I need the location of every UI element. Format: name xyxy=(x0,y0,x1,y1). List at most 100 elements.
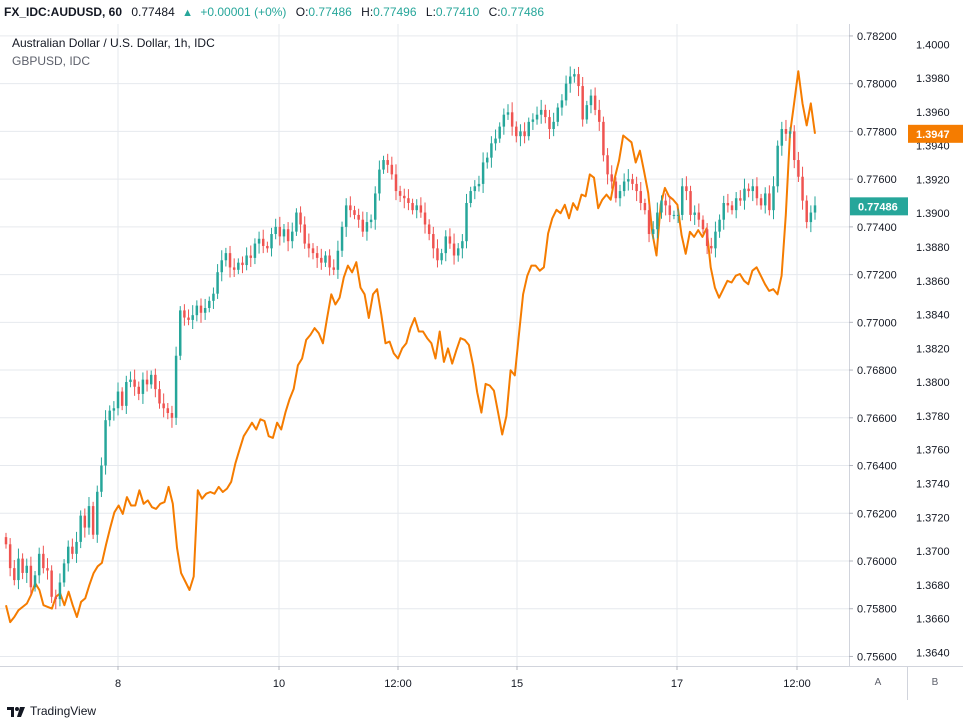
candle-body xyxy=(336,250,340,270)
time-tick-label: 12:00 xyxy=(384,678,412,690)
price-tick-label-gbpusd: 1.3760 xyxy=(916,445,950,457)
candle-body xyxy=(228,253,232,268)
candle-body xyxy=(332,267,335,270)
candle-body xyxy=(568,76,572,84)
price-axis-gbpusd[interactable]: 1.4000 1.3980 1.3960 1.3940 1.3920 1.3900 1.38… xyxy=(916,39,950,659)
candle-body xyxy=(498,126,501,139)
candle-body xyxy=(394,174,398,192)
symbol-name[interactable]: FX_IDC:AUDUSD, 60 xyxy=(4,5,123,19)
candle-body xyxy=(730,205,734,211)
price-tick-label-gbpusd: 1.3900 xyxy=(916,208,950,220)
candle-body xyxy=(274,226,277,235)
scale-button-b[interactable]: B xyxy=(932,677,939,688)
candle-body xyxy=(593,95,597,110)
candle-body xyxy=(324,255,327,263)
candle-body xyxy=(170,413,174,418)
candle-body xyxy=(722,202,725,220)
candle-body xyxy=(349,205,352,211)
candle-body xyxy=(506,112,510,115)
candle-body xyxy=(734,198,738,211)
candle-body xyxy=(809,212,813,223)
time-tick-label: 8 xyxy=(115,678,121,690)
candle-body xyxy=(618,191,622,199)
candle-body xyxy=(320,257,323,263)
price-tick-label-gbpusd: 1.3720 xyxy=(916,512,950,524)
candle-body xyxy=(656,212,659,230)
candle-body xyxy=(660,200,663,213)
candle-body xyxy=(448,236,452,244)
candle-body xyxy=(544,109,547,118)
candle-body xyxy=(477,183,481,187)
candle-body xyxy=(739,198,742,201)
candle-body xyxy=(577,74,580,87)
symbol-header: FX_IDC:AUDUSD, 60 0.77484 ▲ +0.00001 (+0… xyxy=(0,0,963,24)
candle-body xyxy=(635,183,638,192)
triangle-up-icon: ▲ xyxy=(182,7,193,19)
candle-body xyxy=(726,202,730,206)
candle-body xyxy=(461,241,464,249)
candle-body xyxy=(100,465,103,492)
candle-body xyxy=(75,541,78,554)
candle-body xyxy=(386,160,389,165)
candle-body xyxy=(693,212,696,215)
candle-body xyxy=(91,506,95,535)
audusd-candles xyxy=(4,66,817,610)
candle-body xyxy=(606,155,609,175)
candle-body xyxy=(191,315,194,320)
candle-body xyxy=(104,420,107,466)
candle-body xyxy=(29,565,33,588)
time-tick-label: 12:00 xyxy=(783,678,811,690)
candle-body xyxy=(490,143,493,158)
price-change: +0.00001 (+0%) xyxy=(200,5,287,19)
tradingview-brand[interactable]: TradingView xyxy=(6,704,96,718)
tradingview-logo-icon xyxy=(7,707,25,717)
price-tick-label-audusd: 0.76800 xyxy=(857,365,897,377)
candle-body xyxy=(307,243,311,249)
price-axis-audusd[interactable]: 0.78200 0.78000 0.77800 0.77600 0.77400 0.772… xyxy=(849,31,897,664)
candle-body xyxy=(664,200,667,206)
candle-body xyxy=(116,391,120,409)
scale-button-a[interactable]: A xyxy=(875,677,882,688)
candle-body xyxy=(651,229,655,235)
candle-body xyxy=(797,160,800,177)
price-tick-label-gbpusd: 1.3700 xyxy=(916,546,950,558)
candle-body xyxy=(718,219,721,232)
candle-body xyxy=(199,305,203,313)
candle-body xyxy=(564,83,568,101)
footer: TradingView xyxy=(0,700,963,723)
candle-body xyxy=(510,112,514,127)
candle-body xyxy=(120,391,124,406)
candle-body xyxy=(784,129,788,134)
candle-body xyxy=(747,188,750,192)
last-price-label-audusd: 0.77486 xyxy=(858,201,898,213)
price-tick-label-gbpusd: 1.3860 xyxy=(916,276,950,288)
candle-body xyxy=(581,86,584,120)
chart-legend: Australian Dollar / U.S. Dollar, 1h, IDC… xyxy=(12,34,215,70)
candle-body xyxy=(4,537,8,545)
candle-body xyxy=(361,219,365,232)
candle-body xyxy=(357,214,360,220)
last-price-label-gbpusd: 1.3947 xyxy=(916,129,950,141)
low-label: L: xyxy=(425,5,436,19)
candle-body xyxy=(697,212,701,220)
candle-body xyxy=(805,200,808,223)
time-axis[interactable]: 8 10 12:00 15 17 12:00 xyxy=(115,666,811,690)
candle-body xyxy=(369,219,373,223)
legend-compare-series[interactable]: GBPUSD, IDC xyxy=(12,54,91,68)
legend-main-series[interactable]: Australian Dollar / U.S. Dollar, 1h, IDC xyxy=(12,36,215,50)
candle-body xyxy=(519,131,522,137)
price-tick-label-gbpusd: 1.3880 xyxy=(916,242,950,254)
candle-body xyxy=(365,222,369,232)
candle-body xyxy=(535,114,539,120)
price-chart[interactable]: 0.78200 0.78000 0.77800 0.77600 0.77400 0.772… xyxy=(0,0,963,700)
candle-body xyxy=(46,568,49,571)
candle-body xyxy=(743,188,746,201)
candle-body xyxy=(440,253,443,261)
candle-body xyxy=(162,403,165,409)
candle-body xyxy=(295,212,298,232)
price-tick-label-audusd: 0.77200 xyxy=(857,270,897,282)
candle-body xyxy=(195,305,199,316)
candle-body xyxy=(552,121,555,130)
price-tick-label-audusd: 0.77800 xyxy=(857,126,897,138)
candle-body xyxy=(432,234,435,249)
